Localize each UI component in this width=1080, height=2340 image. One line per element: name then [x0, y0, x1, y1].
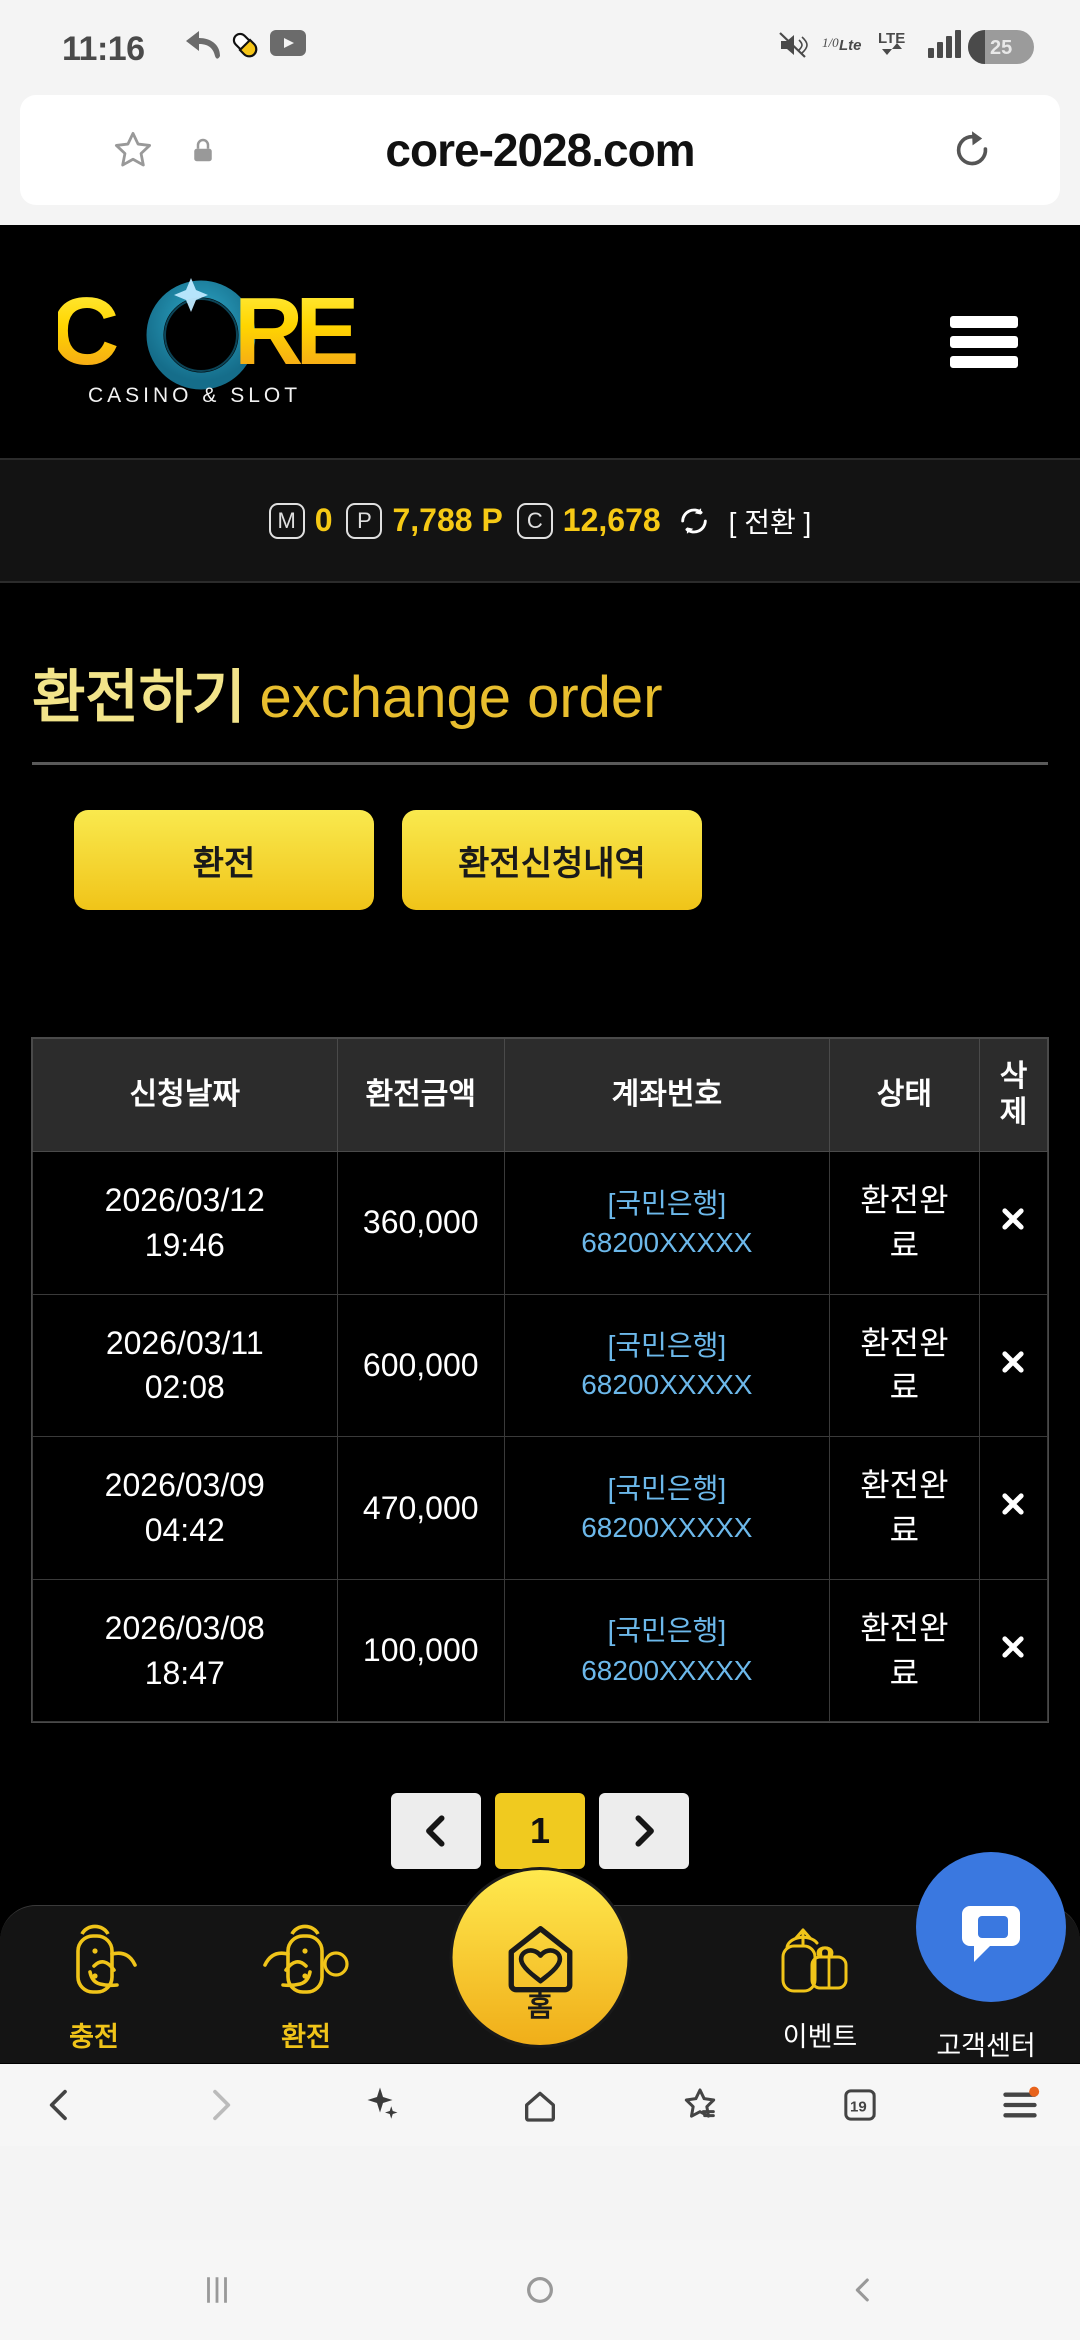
- svg-text:RE: RE: [234, 278, 356, 385]
- svg-text:19: 19: [850, 2099, 867, 2116]
- svg-text:LTE: LTE: [878, 30, 905, 47]
- svg-text:1/0: 1/0: [822, 35, 839, 50]
- svg-text:C: C: [58, 278, 117, 385]
- svg-text:CASINO & SLOT: CASINO & SLOT: [88, 384, 301, 407]
- svg-text:Lte: Lte: [839, 37, 862, 54]
- svg-text:25: 25: [990, 37, 1012, 59]
